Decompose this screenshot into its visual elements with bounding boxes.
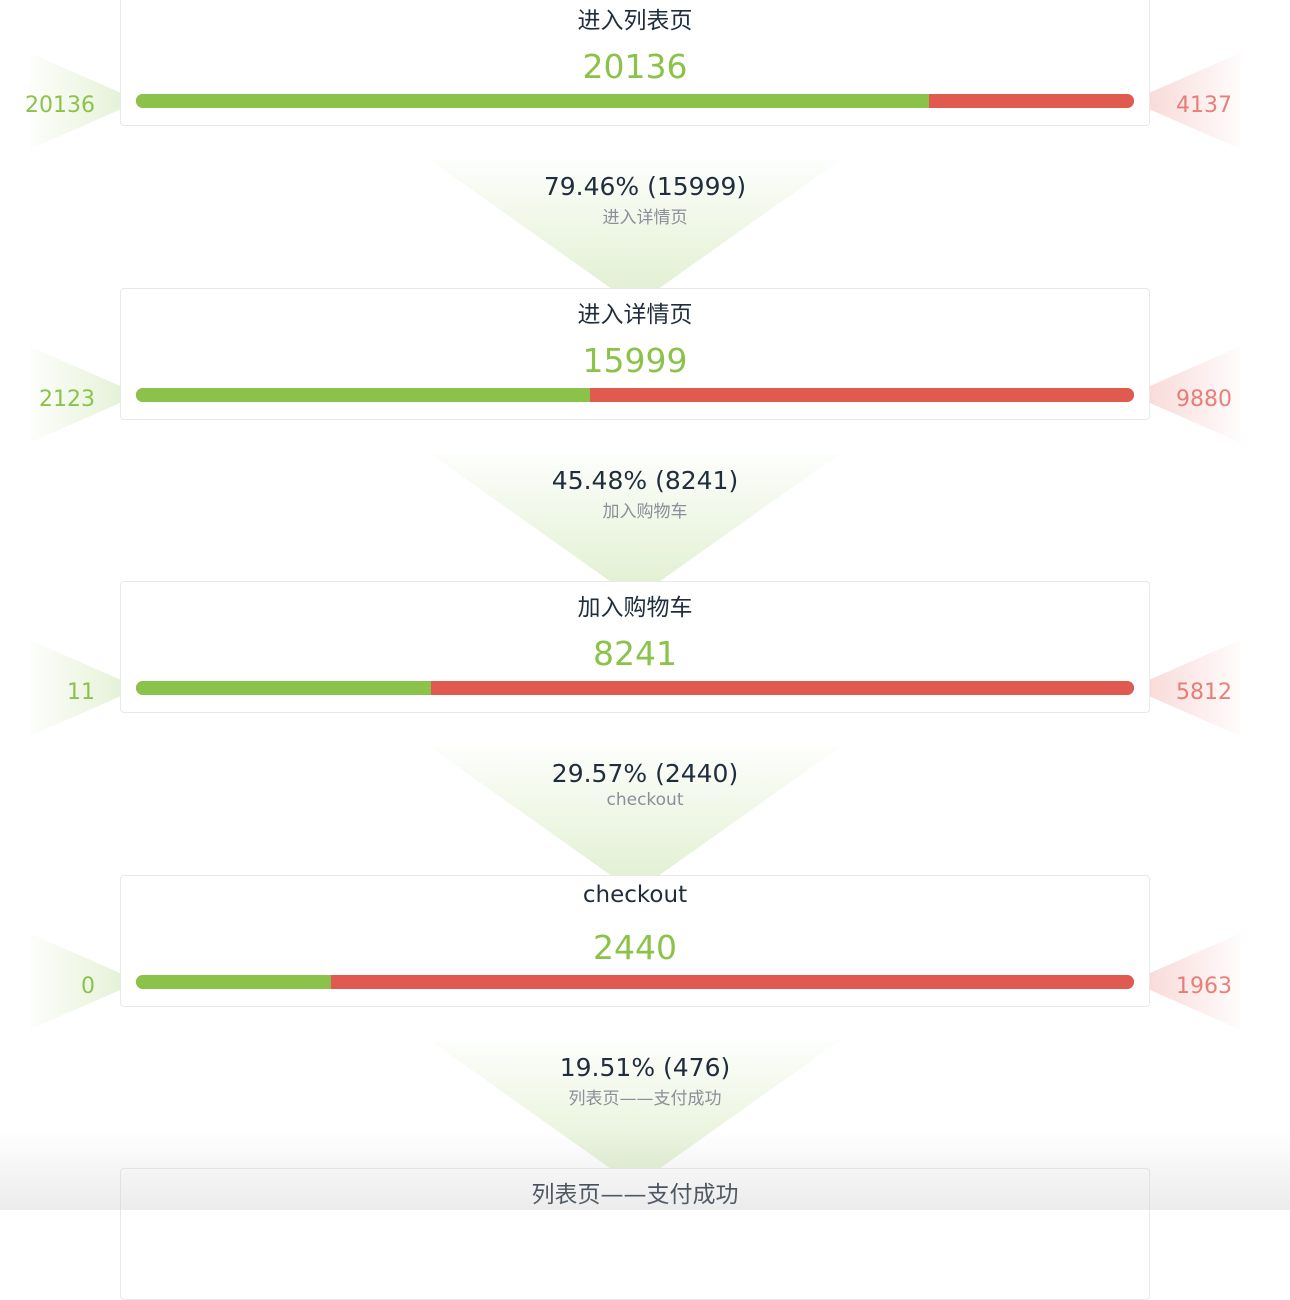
conversion-label: 29.57% (2440) checkout — [0, 759, 1290, 810]
conversion-rate: 45.48% (8241) — [551, 465, 739, 495]
bar-converted-segment — [136, 387, 591, 402]
conversion-target: checkout — [606, 790, 684, 810]
bar-converted-segment — [136, 974, 331, 989]
left-count: 0 — [81, 973, 95, 999]
stage-total: 15999 — [582, 340, 688, 380]
stage-total: 20136 — [582, 47, 688, 86]
bar-converted-segment — [136, 94, 930, 108]
stage-progress-bar — [136, 94, 1134, 108]
left-count: 20136 — [25, 93, 95, 118]
funnel-stage-card[interactable]: 进入列表页 20136 — [120, 0, 1150, 126]
conversion-label: 79.46% (15999) 进入详情页 — [0, 172, 1290, 228]
conversion-target: 加入购物车 — [602, 501, 688, 522]
stage-name: 列表页——支付成功 — [531, 1182, 739, 1208]
left-count: 2123 — [39, 386, 95, 412]
stage-total: 8241 — [593, 634, 677, 673]
right-count: 1963 — [1176, 973, 1232, 999]
conversion-rate: 79.46% (15999) — [543, 172, 747, 201]
conversion-rate: 19.51% (476) — [559, 1052, 731, 1082]
stage-progress-bar — [136, 974, 1134, 989]
stage-name: 加入购物车 — [577, 595, 693, 621]
right-count: 4137 — [1176, 93, 1232, 118]
conversion-rate: 29.57% (2440) — [551, 759, 739, 788]
stage-progress-bar — [136, 387, 1134, 402]
stage-total: 2440 — [593, 927, 677, 967]
funnel-stage-card[interactable]: checkout 2440 — [120, 874, 1150, 1007]
bar-dropoff-segment — [590, 387, 1134, 402]
bar-converted-segment — [136, 681, 432, 695]
funnel-stage-card[interactable]: 加入购物车 8241 — [120, 581, 1150, 713]
conversion-target: 列表页——支付成功 — [568, 1088, 722, 1109]
conversion-target: 进入详情页 — [602, 208, 688, 228]
bar-dropoff-segment — [330, 974, 1134, 989]
left-count: 11 — [67, 680, 95, 705]
stage-name: checkout — [582, 881, 688, 908]
bar-dropoff-segment — [929, 94, 1134, 108]
stage-name: 进入详情页 — [577, 301, 693, 328]
right-count: 9880 — [1176, 386, 1232, 412]
right-count: 5812 — [1176, 680, 1232, 705]
conversion-label: 45.48% (8241) 加入购物车 — [0, 466, 1290, 522]
bar-dropoff-segment — [431, 681, 1134, 695]
conversion-label: 19.51% (476) 列表页——支付成功 — [0, 1053, 1290, 1109]
stage-name: 进入列表页 — [577, 8, 693, 34]
funnel-stage-card[interactable]: 进入详情页 15999 — [120, 287, 1150, 420]
funnel-stage-card[interactable]: 列表页——支付成功 — [120, 1168, 1150, 1300]
stage-progress-bar — [136, 681, 1134, 695]
